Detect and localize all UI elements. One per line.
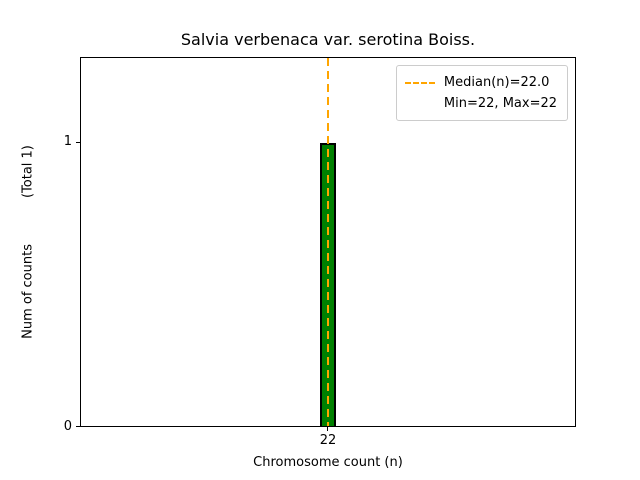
legend-label-minmax: Min=22, Max=22 <box>443 96 557 111</box>
y-tick-label-0: 0 <box>63 419 72 434</box>
x-tick-mark-22 <box>327 427 328 431</box>
y-tick-mark-0 <box>76 426 80 427</box>
plot-area: Median(n)=22.0 Min=22, Max=22 <box>80 57 576 427</box>
legend-entry-minmax: Min=22, Max=22 <box>405 93 557 114</box>
y-tick-label-1: 1 <box>63 134 72 149</box>
x-tick-label-22: 22 <box>319 433 337 448</box>
legend-label-median: Median(n)=22.0 <box>443 75 550 90</box>
dashed-line-icon <box>404 81 435 84</box>
x-axis-label: Chromosome count (n) <box>253 455 403 470</box>
y-axis-total-note: (Total 1) <box>20 145 36 199</box>
legend-entry-median: Median(n)=22.0 <box>404 72 557 93</box>
y-tick-mark-1 <box>76 142 80 143</box>
median-line <box>327 58 329 426</box>
legend: Median(n)=22.0 Min=22, Max=22 <box>395 65 568 121</box>
y-axis-label: Num of counts <box>20 244 36 339</box>
chart-title: Salvia verbenaca var. serotina Boiss. <box>180 30 476 49</box>
